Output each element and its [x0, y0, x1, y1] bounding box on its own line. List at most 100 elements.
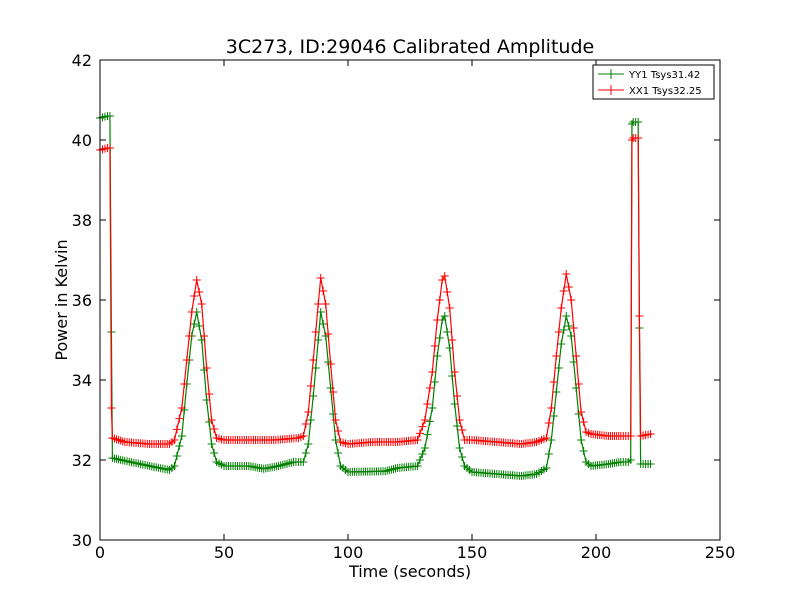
data-point-marker	[440, 312, 449, 320]
data-point-marker	[316, 274, 325, 282]
data-point-marker	[627, 120, 636, 128]
data-point-marker	[274, 462, 283, 470]
data-point-marker	[413, 436, 422, 444]
data-point-marker	[635, 312, 644, 320]
data-point-marker	[420, 444, 429, 452]
data-point-marker	[440, 272, 449, 280]
data-point-marker	[190, 320, 199, 328]
data-point-marker	[114, 436, 123, 444]
data-point-marker	[567, 296, 576, 304]
data-point-marker	[542, 464, 551, 472]
x-tick-label: 250	[705, 543, 736, 562]
legend-label-xx1: XX1 Tsys32.25	[629, 86, 702, 97]
data-point-marker	[334, 427, 343, 435]
data-point-marker	[433, 316, 442, 324]
data-point-marker	[415, 429, 424, 438]
data-point-marker	[634, 134, 643, 142]
data-point-marker	[389, 465, 398, 474]
x-tick-label: 100	[333, 543, 364, 562]
data-point-marker	[304, 440, 313, 448]
data-point-marker	[579, 418, 588, 426]
data-point-marker	[562, 312, 571, 320]
data-point-marker	[577, 408, 586, 416]
data-point-marker	[285, 459, 294, 468]
data-point-marker	[418, 422, 427, 431]
data-point-marker	[283, 459, 292, 468]
data-point-marker	[443, 288, 452, 296]
data-point-marker	[544, 419, 553, 427]
y-tick-label: 32	[72, 451, 92, 470]
y-tick-label: 36	[72, 291, 92, 310]
data-point-marker	[175, 442, 184, 450]
data-point-marker	[420, 416, 429, 424]
data-point-marker	[425, 417, 434, 426]
data-point-marker	[435, 334, 444, 342]
y-tick-label: 40	[72, 131, 92, 150]
data-point-marker	[118, 437, 127, 446]
data-point-marker	[549, 412, 558, 420]
data-point-marker	[381, 467, 390, 476]
data-point-marker	[383, 466, 392, 475]
series-xx1	[96, 134, 655, 448]
data-point-marker	[110, 434, 119, 443]
axis-ticks: 0 50 100 150 200 250 30 32 34 36 38 40 42	[72, 51, 736, 562]
data-point-marker	[329, 410, 338, 418]
data-point-marker	[309, 356, 318, 364]
data-point-marker	[433, 352, 442, 360]
data-point-marker	[116, 436, 125, 445]
data-point-marker	[306, 416, 315, 424]
x-axis-label: Time (seconds)	[348, 562, 471, 581]
data-point-marker	[542, 434, 551, 442]
data-point-marker	[172, 452, 181, 460]
data-point-marker	[554, 364, 563, 372]
data-point-marker	[418, 450, 427, 458]
data-point-marker	[547, 436, 556, 444]
data-point-marker	[202, 364, 211, 372]
data-point-marker	[192, 276, 201, 284]
data-point-marker	[287, 458, 296, 467]
data-point-marker	[627, 136, 636, 144]
data-point-marker	[182, 356, 191, 364]
data-point-marker	[107, 404, 116, 412]
data-point-marker	[458, 453, 467, 461]
data-point-marker	[569, 324, 578, 332]
data-point-marker	[423, 430, 432, 439]
data-point-marker	[646, 430, 655, 438]
data-point-marker	[170, 462, 179, 470]
data-point-marker	[210, 425, 219, 433]
data-point-marker	[435, 296, 444, 304]
x-tick-label: 50	[214, 543, 234, 562]
data-point-marker	[387, 465, 396, 474]
data-point-marker	[319, 287, 328, 295]
data-point-marker	[574, 380, 583, 388]
legend-label-yy1: YY1 Tsys31.42	[628, 70, 700, 81]
y-tick-label: 38	[72, 211, 92, 230]
x-tick-label: 0	[95, 543, 105, 562]
data-point-marker	[172, 425, 181, 434]
data-point-marker	[175, 414, 184, 423]
legend: YY1 Tsys31.42 XX1 Tsys32.25	[592, 64, 715, 100]
data-point-marker	[448, 336, 457, 344]
data-point-marker	[458, 426, 467, 434]
data-point-marker	[425, 384, 434, 392]
data-point-marker	[210, 449, 219, 457]
data-point-marker	[562, 270, 571, 278]
y-tick-label: 42	[72, 51, 92, 70]
data-point-marker	[453, 392, 462, 400]
data-point-marker	[197, 300, 206, 308]
data-point-marker	[108, 434, 117, 442]
data-point-marker	[443, 328, 452, 336]
data-point-marker	[626, 432, 635, 440]
data-point-marker	[200, 332, 209, 340]
data-point-marker	[105, 112, 114, 120]
data-point-marker	[301, 420, 310, 428]
data-point-marker	[385, 466, 394, 475]
data-point-marker	[299, 458, 308, 466]
data-point-marker	[205, 390, 214, 398]
data-point-marker	[304, 408, 313, 416]
data-point-marker	[415, 456, 424, 464]
data-point-marker	[547, 404, 556, 412]
data-point-marker	[626, 456, 635, 464]
data-point-marker	[577, 436, 586, 444]
